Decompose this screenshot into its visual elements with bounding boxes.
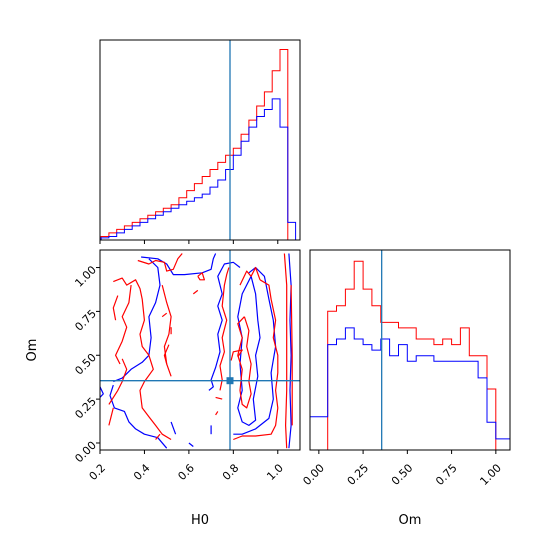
contour-line-red — [239, 266, 261, 286]
contour-lines — [100, 253, 293, 449]
contour-line-red — [163, 344, 170, 365]
contour-line-red — [115, 285, 132, 365]
contour-line-blue — [170, 421, 177, 435]
truth-point — [226, 377, 234, 385]
contour-line-red — [137, 253, 183, 272]
axis-labels: H0 Om Om — [25, 339, 421, 528]
contour-panel-h0-om: 0.2 0.4 0.6 0.8 1.00.000.250.500.751.00 — [72, 249, 301, 483]
contour-line-red — [108, 407, 114, 426]
histogram-step-blue — [100, 98, 297, 240]
contour-line-blue — [208, 261, 241, 391]
histogram-panel-h0 — [99, 39, 301, 244]
y-axis-label-om: Om — [25, 339, 40, 362]
panel-background — [100, 40, 300, 240]
histogram-step-red — [310, 260, 510, 451]
contour-line-red — [230, 349, 243, 361]
contour-line-red — [113, 277, 172, 441]
contour-line-red — [215, 411, 219, 416]
panel-background — [310, 250, 510, 450]
contour-line-blue — [100, 386, 104, 398]
contour-line-red — [161, 312, 168, 318]
contour-line-blue — [233, 266, 277, 435]
panel-frame — [309, 249, 511, 451]
contour-line-red — [237, 316, 252, 409]
contour-line-blue — [237, 276, 261, 426]
x-axis-label-h0: H0 — [191, 513, 209, 528]
contour-line-red — [155, 433, 161, 440]
contour-line-red — [290, 285, 293, 426]
histogram-step-blue — [309, 327, 511, 450]
contour-line-red — [112, 295, 119, 321]
contour-line-blue — [141, 253, 217, 276]
contour-line-red — [192, 289, 199, 295]
contour-line-blue — [113, 258, 161, 383]
panel-frame — [99, 39, 301, 241]
histogram-panel-om: 0.00 0.25 0.50 0.75 1.00 — [300, 249, 511, 488]
contour-line-red — [219, 267, 230, 391]
contour-line-red — [283, 253, 288, 449]
contour-line-red — [233, 279, 279, 441]
contour-line-red — [215, 396, 223, 400]
contour-line-red — [197, 272, 205, 281]
contour-line-blue — [188, 442, 194, 447]
panel-frame — [99, 249, 301, 451]
histogram-step-red — [100, 49, 296, 241]
x-axis-label-om: Om — [399, 513, 422, 528]
contour-line-red — [108, 358, 128, 405]
